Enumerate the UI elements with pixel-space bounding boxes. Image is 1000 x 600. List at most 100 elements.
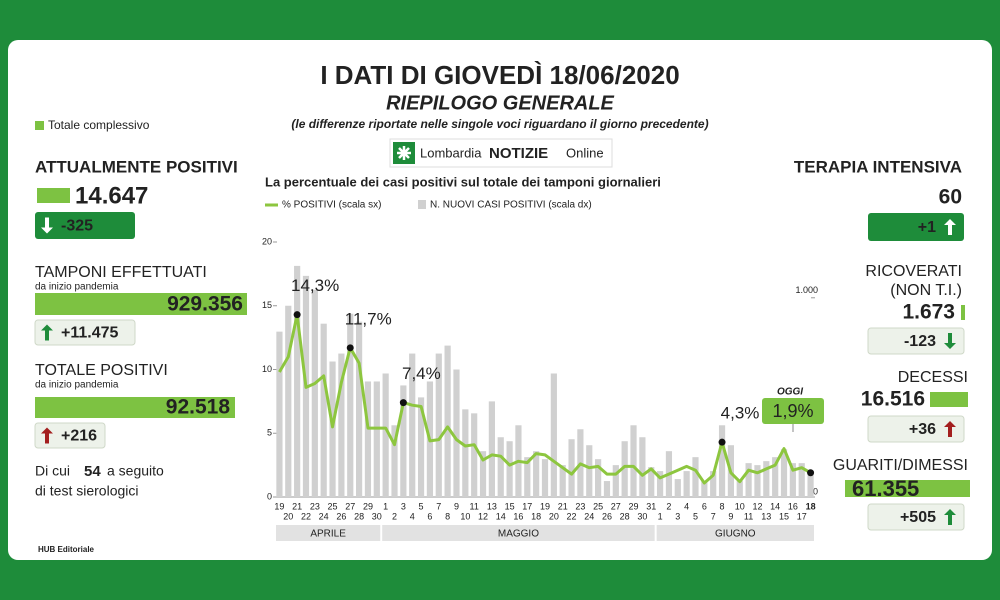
bar [603,481,611,497]
x-tick-label: 27 [345,501,355,511]
change-box [867,415,965,443]
change-box [867,327,965,355]
x-tick-label: 3 [401,501,406,511]
bar [736,481,743,497]
bar [444,345,451,497]
stat-bar [35,293,247,315]
stat-subtitle: da inizio pandemia [35,380,119,391]
x-tick-label: 8 [445,511,450,521]
point [293,311,301,319]
x-tick-label: 10 [735,501,745,511]
x-tick-label: 5 [419,501,424,511]
x-tick-label: 17 [522,501,532,511]
stat-title: TAMPONI EFFETTUATI [35,264,207,281]
x-tick-label: 1 [383,501,388,511]
x-tick-label: 3 [675,511,680,521]
y2-tick-label: 0 [813,486,818,496]
x-tick-label: 8 [720,501,725,511]
bar [347,313,354,497]
logo-mark [397,146,411,160]
legend-label: N. NUOVI CASI POSITIVI (scala dx) [430,200,592,211]
stat-note: Di cui [35,463,70,479]
x-tick-label: 13 [761,511,771,521]
change-value: -325 [61,218,93,235]
x-tick-label: 10 [460,511,470,521]
x-tick-label: 4 [684,501,689,511]
x-tick-label: 29 [363,501,373,511]
x-tick-label: 30 [372,511,382,521]
x-tick-label: 21 [292,501,302,511]
bar [568,439,575,497]
bar [639,437,646,497]
stat-value: 1.673 [902,301,955,324]
bar [524,457,531,497]
stat-note: a seguito [107,463,164,479]
x-tick-label: 26 [602,511,612,521]
stat-bar [845,480,970,497]
x-tick-label: 26 [336,511,346,521]
stat-value: 92.518 [166,396,231,419]
change-value: +216 [61,428,97,445]
x-tick-label: 11 [744,511,753,521]
stat-title: ATTUALMENTE POSITIVI [35,157,238,176]
point [807,469,815,477]
stat-bar [35,397,235,418]
stat-title: TOTALE POSITIVI [35,362,168,379]
note: (le differenze riportate nelle singole v… [291,117,708,131]
bar [338,353,345,497]
bar [772,457,779,497]
bar [586,445,593,497]
bar [754,465,761,497]
bar [780,449,788,497]
bar [435,353,442,497]
stat-note: 54 [84,463,101,480]
subtitle: RIEPILOGO GENERALE [386,92,614,114]
logo-text: NOTIZIE [489,145,548,162]
bar [745,463,752,497]
y-tick-label: 15 [262,300,272,310]
y2-tick-label: 1.000 [795,285,818,295]
change-value: -123 [904,333,936,350]
month-band [382,525,655,541]
chart-title: La percentuale dei casi positivi sul tot… [265,174,661,189]
x-tick-label: 6 [702,501,707,511]
bar [683,471,690,497]
x-tick-label: 20 [549,511,559,521]
legend-label: % POSITIVI (scala sx) [282,200,381,211]
bar [479,451,487,497]
x-tick-label: 16 [513,511,523,521]
month-label: GIUGNO [715,529,756,540]
x-tick-label: 24 [319,511,329,521]
logo-box [389,138,613,168]
x-tick-label: 19 [274,501,284,511]
bar [621,441,628,497]
change-value: +36 [909,421,936,438]
arrow-icon [944,421,956,437]
legend-swatch [35,121,44,130]
x-tick-label: 7 [436,501,441,511]
x-tick-label: 2 [392,511,397,521]
x-tick-label: 24 [584,511,594,521]
bar [710,471,717,497]
bar [630,425,637,497]
bar [550,373,557,497]
x-tick-label: 11 [470,501,479,511]
bar [674,479,681,497]
x-tick-label: 28 [354,511,364,521]
logo-text: Online [566,145,604,160]
x-tick-label: 23 [310,501,320,511]
point [346,344,354,352]
x-tick-label: 17 [797,511,807,521]
month-label: APRILE [310,529,346,540]
x-tick-label: 27 [611,501,621,511]
x-tick-label: 4 [410,511,415,521]
y-tick-label: 10 [262,364,272,374]
x-tick-label: 25 [328,501,338,511]
x-tick-label: 23 [575,501,585,511]
x-tick-label: 9 [454,501,459,511]
stat-value: 60 [939,186,962,209]
value-label: 4,3% [721,404,760,423]
bar [471,413,478,497]
label-box [762,398,824,424]
x-tick-label: 28 [620,511,630,521]
